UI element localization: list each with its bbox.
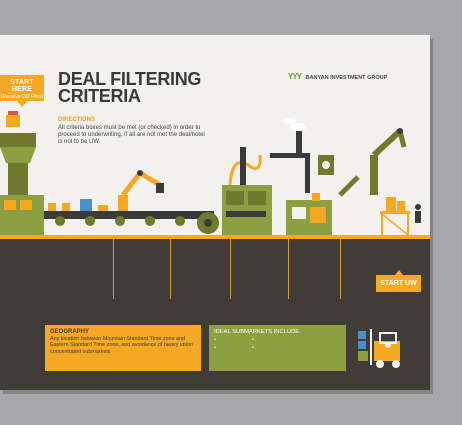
submarket-bullet: • <box>214 345 216 351</box>
submarket-bullet: • <box>214 337 216 343</box>
start-here-sublabel: (Receive OD Files) <box>0 94 44 100</box>
scaffold-icon <box>380 197 421 236</box>
assembly-station-icon <box>286 193 332 235</box>
divider-line <box>230 239 231 299</box>
submarkets-row: • • <box>214 345 341 351</box>
page-title: DEAL FILTERING CRITERIA <box>58 69 202 106</box>
pipes-icon <box>270 118 334 193</box>
brand-name: BANYAN INVESTMENT GROUP <box>305 75 388 81</box>
submarket-bullet: • <box>252 345 254 351</box>
gear-icon <box>197 212 219 234</box>
submarkets-heading: IDEAL SUBMARKETS INCLUDE <box>214 329 300 335</box>
start-here-label: START HERE <box>10 79 34 93</box>
divider-line <box>113 239 114 299</box>
forklift-icon <box>358 329 400 368</box>
divider-line <box>170 239 171 299</box>
divider-line <box>288 239 289 299</box>
start-uw-tag: START UW <box>376 270 421 292</box>
factory-illustration <box>0 111 421 236</box>
title-line-1: DEAL FILTERING <box>58 69 202 89</box>
divider-line <box>340 239 341 299</box>
brand-logo: YYY BANYAN INVESTMENT GROUP <box>288 72 387 81</box>
geography-box: GEOGRAPHY Any location between Mountain … <box>45 325 201 371</box>
infographic-slide: START HERE (Receive OD Files) DEAL FILTE… <box>0 35 430 390</box>
geography-heading: GEOGRAPHY <box>50 329 90 335</box>
title-line-2: CRITERIA <box>58 86 141 106</box>
start-here-tag: START HERE (Receive OD Files) <box>0 75 44 107</box>
submarket-bullet: • <box>252 337 254 343</box>
brand-mark-icon: YYY <box>288 72 302 81</box>
directions-heading: DIRECTIONS <box>58 117 96 123</box>
submarkets-row: • • <box>214 337 341 343</box>
geography-body: Any location between Mountain Standard T… <box>50 336 193 355</box>
submarkets-box: IDEAL SUBMARKETS INCLUDE • • • • <box>209 325 346 371</box>
robot-arm-right-icon <box>338 128 407 197</box>
floor-line <box>0 235 430 239</box>
processing-machine-icon <box>222 147 272 235</box>
hopper-machine-icon <box>0 111 44 235</box>
robot-arm-icon <box>118 170 164 211</box>
directions-body: All criteria boxes must be met (or check… <box>58 125 205 145</box>
conveyor-belt-icon <box>44 199 214 226</box>
